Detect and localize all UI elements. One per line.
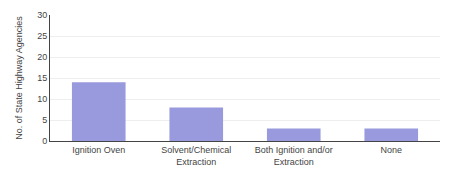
svg-text:10: 10: [37, 94, 47, 104]
svg-text:20: 20: [37, 52, 47, 62]
svg-text:Ignition Oven: Ignition Oven: [72, 145, 125, 155]
svg-text:15: 15: [37, 73, 47, 83]
svg-text:0: 0: [42, 136, 47, 146]
svg-text:30: 30: [37, 10, 47, 20]
svg-text:None: None: [380, 145, 402, 155]
svg-text:5: 5: [42, 115, 47, 125]
svg-text:Solvent/ChemicalExtraction: Solvent/ChemicalExtraction: [161, 145, 231, 167]
svg-text:Both Ignition and/orExtraction: Both Ignition and/orExtraction: [255, 145, 333, 167]
svg-text:25: 25: [37, 31, 47, 41]
svg-text:No. of State Highway Agencies: No. of State Highway Agencies: [14, 16, 24, 140]
